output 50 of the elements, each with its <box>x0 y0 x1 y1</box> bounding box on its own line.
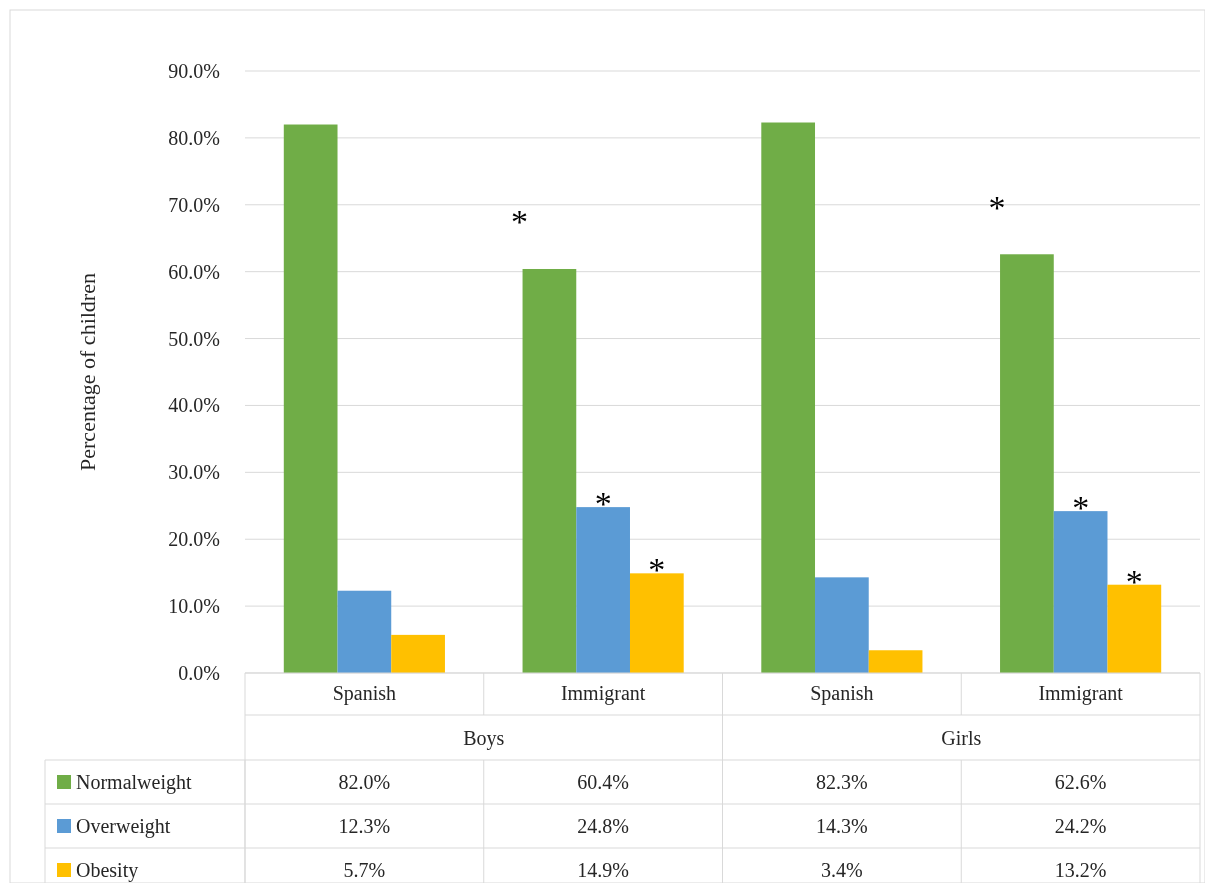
y-tick-label: 60.0% <box>168 260 220 283</box>
text: 14.9% <box>577 859 629 881</box>
y-tick-label: 20.0% <box>168 528 220 551</box>
text: 82.3% <box>816 771 868 793</box>
y-tick-label: 10.0% <box>168 595 220 618</box>
text: Boys <box>463 727 505 750</box>
text: 12.3% <box>338 815 391 837</box>
x-tick-label: Spanish <box>810 682 874 705</box>
x-tick-label: Immigrant <box>560 682 646 705</box>
text: 14.3% <box>816 815 868 837</box>
y-tick-label: 0.0% <box>178 662 220 684</box>
legend-label: Obesity <box>76 859 139 882</box>
y-tick-label: 70.0% <box>168 193 220 216</box>
y-tick-label: 90.0% <box>168 60 220 82</box>
y-tick-label: 30.0% <box>168 461 220 484</box>
text: 82.0% <box>338 771 391 793</box>
y-tick-label: 50.0% <box>168 327 220 350</box>
bar <box>1000 254 1054 673</box>
text: 3.4% <box>821 859 863 881</box>
text: Girls <box>941 727 982 749</box>
y-axis-title: Percentage of children <box>75 273 100 471</box>
annotation: * <box>648 551 666 589</box>
bar <box>815 577 869 673</box>
text: 5.7% <box>343 859 386 881</box>
y-tick-label: 80.0% <box>168 126 220 149</box>
legend-label: Normalweight <box>76 771 192 794</box>
bar <box>1107 584 1162 673</box>
bar <box>761 122 816 673</box>
annotation: * <box>988 188 1006 226</box>
annotation: * <box>594 485 612 523</box>
bar <box>391 634 445 673</box>
legend-label: Overweight <box>76 815 171 838</box>
annotation: * <box>510 203 528 241</box>
x-tick-label: Immigrant <box>1038 682 1124 705</box>
text: 24.8% <box>577 815 629 837</box>
text: 13.2% <box>1054 859 1107 881</box>
y-tick-label: 40.0% <box>168 394 220 417</box>
bar <box>337 590 392 673</box>
bar <box>629 573 684 673</box>
bar <box>868 650 923 673</box>
text: 60.4% <box>577 771 629 793</box>
x-tick-label: Spanish <box>332 682 397 705</box>
bar <box>522 268 577 673</box>
annotation: * <box>1072 489 1090 527</box>
bar <box>1053 511 1108 673</box>
text: 24.2% <box>1054 815 1107 837</box>
text: 62.6% <box>1054 771 1107 793</box>
bar <box>283 124 338 673</box>
annotation: * <box>1125 562 1143 600</box>
bar <box>576 507 630 673</box>
